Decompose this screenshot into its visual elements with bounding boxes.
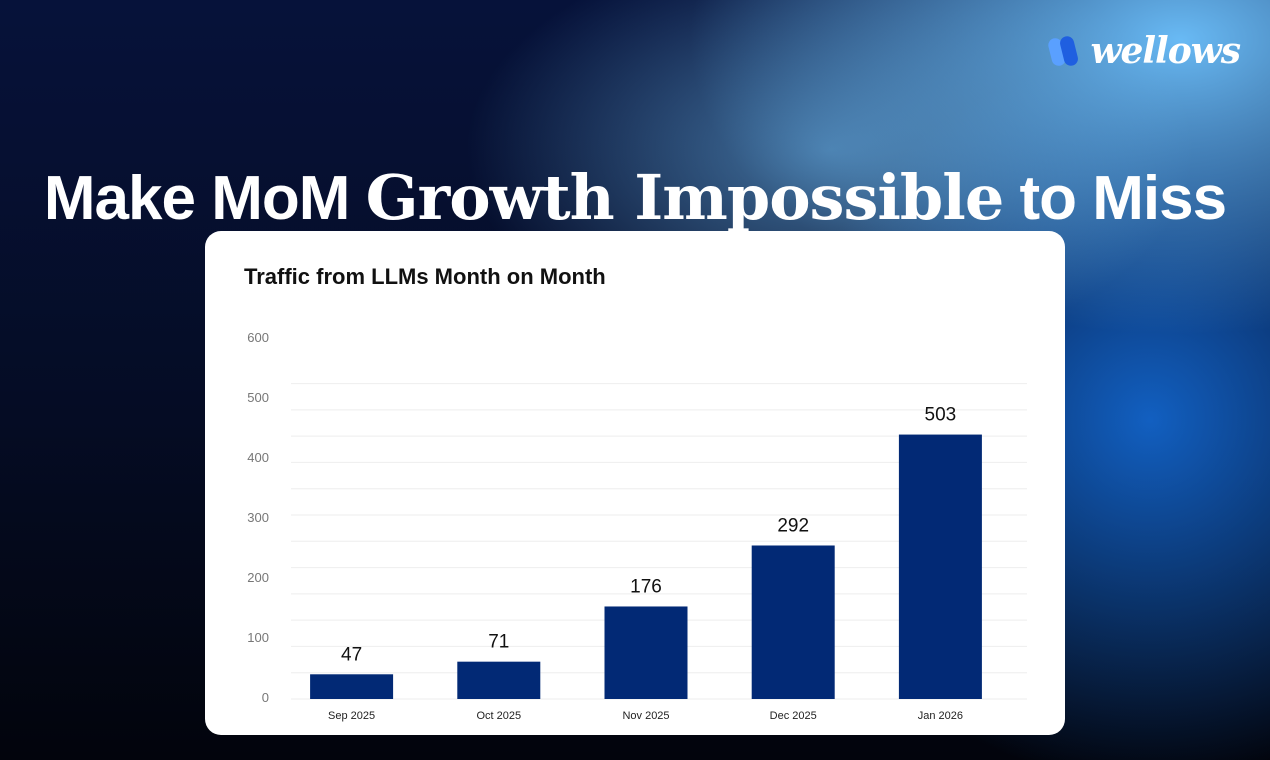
x-tick-label: Dec 2025: [770, 710, 817, 722]
x-tick-label: Nov 2025: [622, 710, 669, 722]
bar: [310, 674, 394, 699]
bar: [898, 434, 982, 699]
y-tick-label: 300: [247, 510, 269, 525]
bar: [751, 545, 835, 699]
data-label: 47: [341, 644, 362, 665]
y-tick-label: 100: [247, 630, 269, 645]
bar: [604, 606, 688, 699]
headline-part-1: Make MoM: [43, 163, 366, 233]
brand-logo[interactable]: wellows: [1048, 30, 1241, 72]
bar: [457, 661, 541, 699]
y-tick-label: 500: [247, 390, 269, 405]
data-label: 292: [777, 515, 809, 536]
data-label: 71: [488, 632, 509, 653]
y-tick-label: 200: [247, 570, 269, 585]
data-label: 176: [630, 576, 662, 597]
y-tick-label: 400: [247, 450, 269, 465]
y-tick-label: 600: [247, 330, 269, 345]
bar-chart: 0 100 200 300 400 500 600 47 Sep 2025 71 Oct 2025 1…: [247, 330, 1027, 722]
chart-card: Traffic from LLMs Month on Month 0 100 200…: [205, 231, 1065, 735]
wellows-logo-icon: [1048, 36, 1079, 66]
page-headline: Make MoM Growth Impossible to Miss: [0, 158, 1270, 239]
y-tick-label: 0: [262, 690, 269, 705]
headline-part-2: Growth Impossible: [365, 160, 1005, 234]
x-tick-label: Sep 2025: [328, 710, 375, 722]
x-tick-label: Oct 2025: [476, 710, 521, 722]
data-label: 503: [925, 405, 957, 426]
chart-title: Traffic from LLMs Month on Month: [244, 264, 606, 289]
x-tick-label: Jan 2026: [918, 710, 963, 722]
headline-part-3: to Miss: [1003, 163, 1228, 233]
brand-name: wellows: [1090, 30, 1241, 72]
